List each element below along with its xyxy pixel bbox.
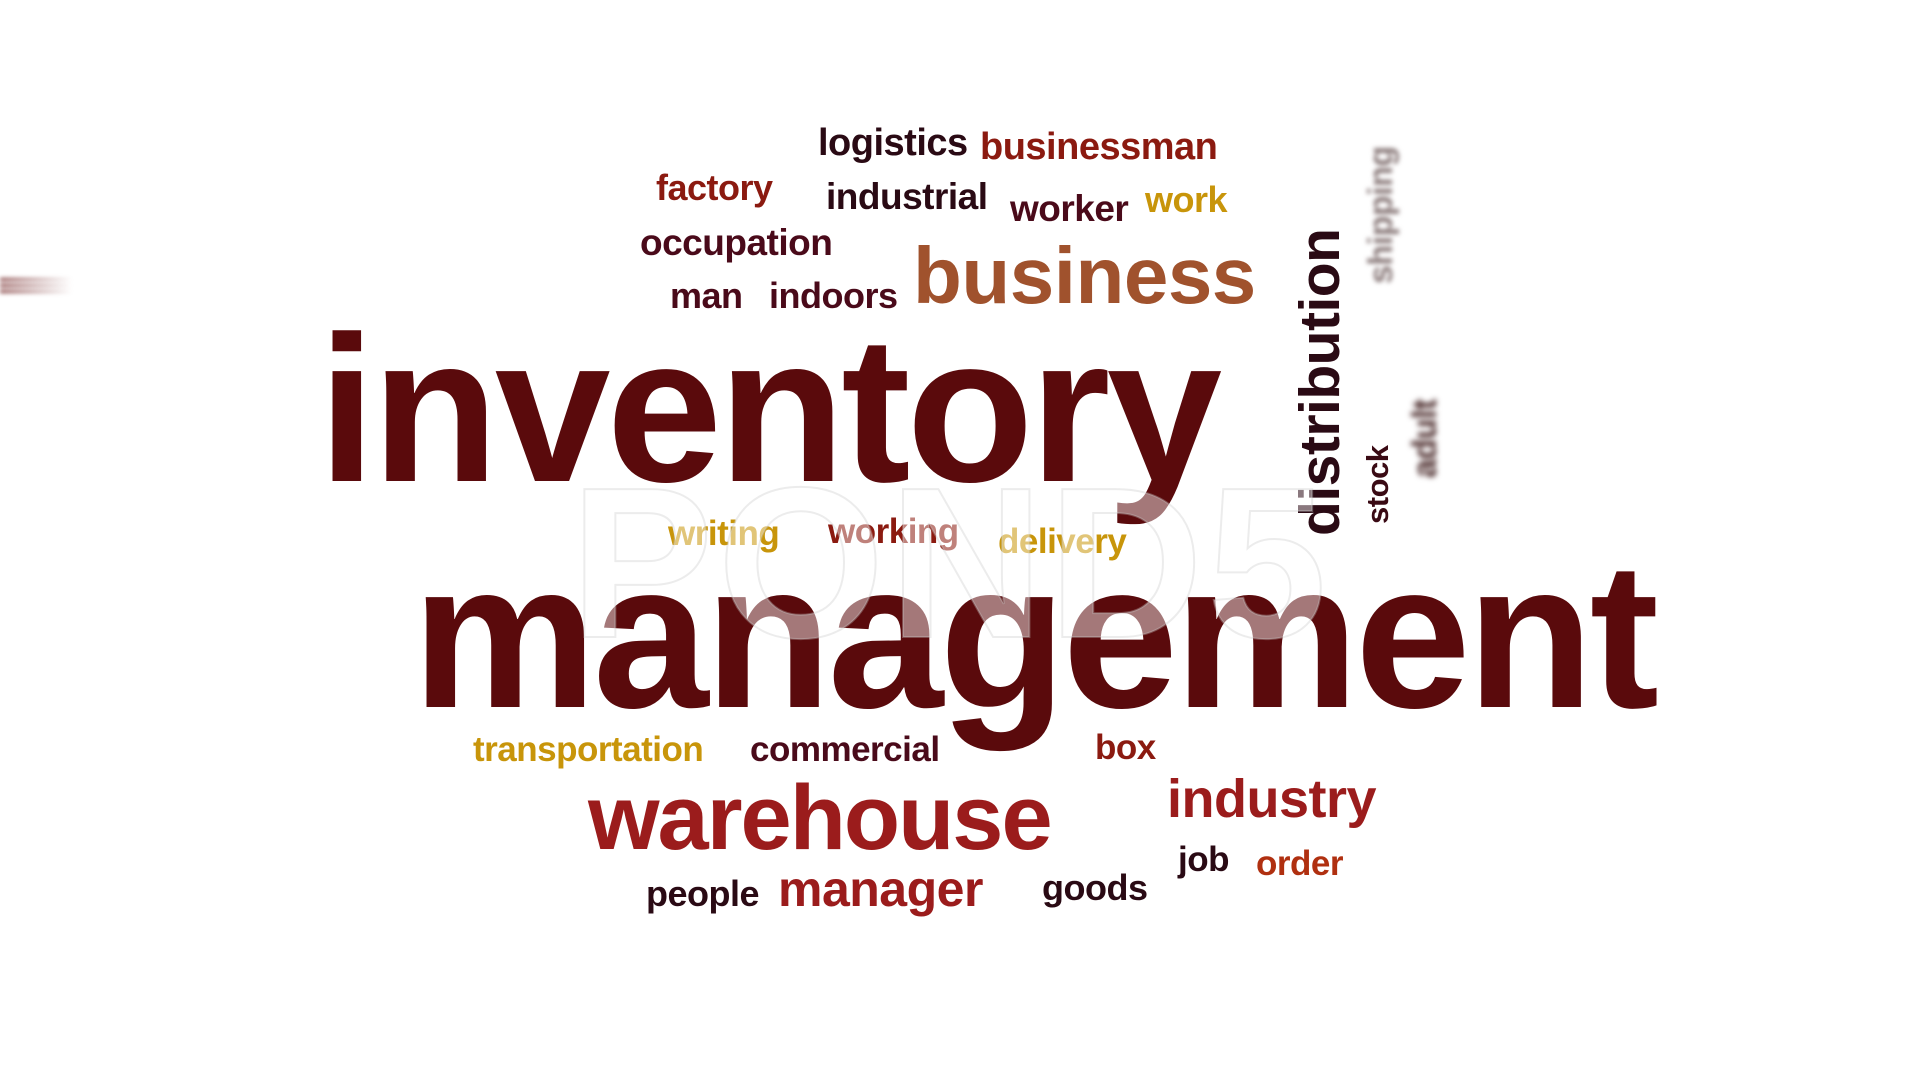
word-shipping: shipping	[1362, 146, 1400, 284]
word-adult: adult	[1406, 399, 1444, 478]
word-factory: factory	[656, 167, 773, 208]
word-management: management	[412, 520, 1659, 752]
word-manager: manager	[778, 861, 983, 917]
word-inventory: inventory	[318, 294, 1222, 526]
watermark: POND5	[569, 442, 1331, 683]
word-worker: worker	[1010, 188, 1129, 229]
word-order: order	[1256, 844, 1343, 883]
word-logistics: logistics	[818, 122, 968, 164]
word-writing: writing	[668, 514, 780, 553]
word-delivery: delivery	[998, 522, 1127, 561]
word-man: man	[670, 275, 743, 316]
word-industry: industry	[1167, 769, 1377, 829]
word-box: box	[1095, 728, 1156, 767]
word-businessman: businessman	[980, 126, 1218, 168]
word-working: working	[828, 512, 959, 551]
word-job: job	[1178, 840, 1229, 879]
motion-streak	[0, 278, 72, 300]
word-warehouse: warehouse	[588, 767, 1053, 869]
word-indoors: indoors	[769, 275, 898, 316]
word-work: work	[1145, 179, 1228, 220]
word-commercial: commercial	[750, 730, 940, 769]
word-people: people	[646, 873, 760, 914]
word-industrial: industrial	[826, 176, 988, 217]
word-transportation: transportation	[473, 730, 704, 769]
word-occupation: occupation	[640, 222, 833, 263]
word-goods: goods	[1042, 867, 1148, 908]
word-stock: stock	[1360, 445, 1395, 524]
word-business: business	[913, 231, 1256, 320]
